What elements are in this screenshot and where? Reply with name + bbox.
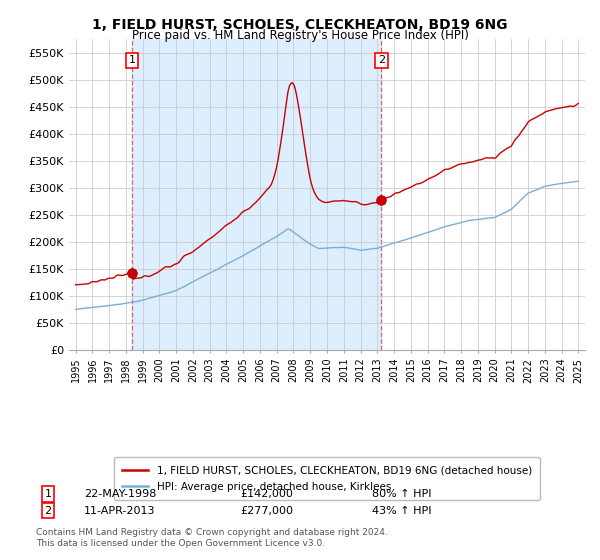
Text: 1: 1 bbox=[128, 55, 136, 66]
Text: £277,000: £277,000 bbox=[240, 506, 293, 516]
Bar bbox=[132, 39, 382, 350]
Legend: 1, FIELD HURST, SCHOLES, CLECKHEATON, BD19 6NG (detached house), HPI: Average pr: 1, FIELD HURST, SCHOLES, CLECKHEATON, BD… bbox=[114, 458, 540, 500]
Text: 22-MAY-1998: 22-MAY-1998 bbox=[84, 489, 157, 499]
Text: 43% ↑ HPI: 43% ↑ HPI bbox=[372, 506, 431, 516]
Text: 11-APR-2013: 11-APR-2013 bbox=[84, 506, 155, 516]
Text: 80% ↑ HPI: 80% ↑ HPI bbox=[372, 489, 431, 499]
Text: Contains HM Land Registry data © Crown copyright and database right 2024.
This d: Contains HM Land Registry data © Crown c… bbox=[36, 528, 388, 548]
Text: 1: 1 bbox=[44, 489, 52, 499]
Text: Price paid vs. HM Land Registry's House Price Index (HPI): Price paid vs. HM Land Registry's House … bbox=[131, 29, 469, 42]
Text: 1, FIELD HURST, SCHOLES, CLECKHEATON, BD19 6NG: 1, FIELD HURST, SCHOLES, CLECKHEATON, BD… bbox=[92, 18, 508, 32]
Text: 2: 2 bbox=[378, 55, 385, 66]
Text: £142,000: £142,000 bbox=[240, 489, 293, 499]
Text: 2: 2 bbox=[44, 506, 52, 516]
